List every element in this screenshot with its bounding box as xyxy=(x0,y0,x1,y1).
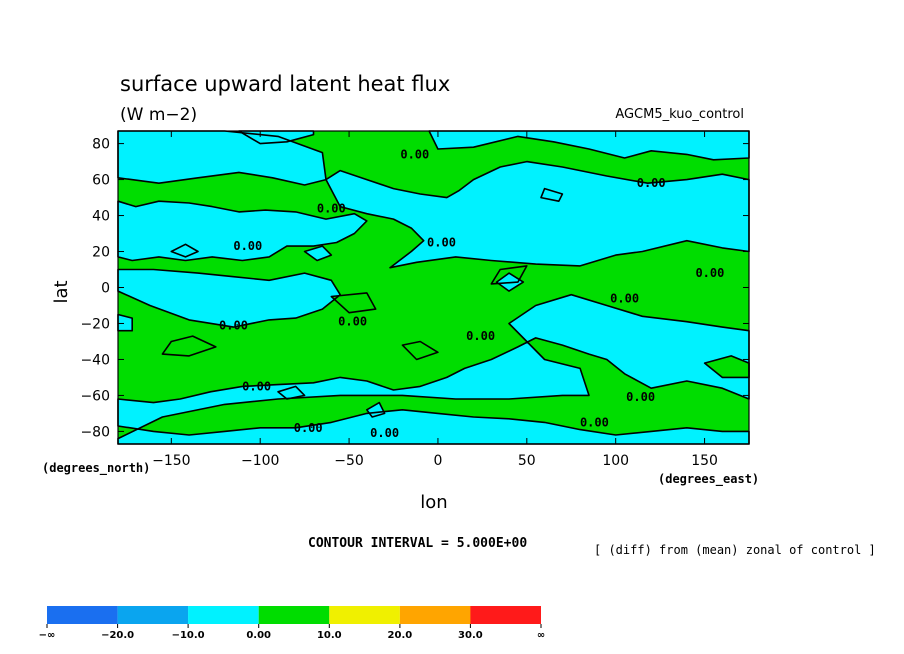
contour-label-11: 0.00 xyxy=(242,379,271,393)
contour-label-3: 0.00 xyxy=(317,201,346,215)
y-tick-label-9: 80 xyxy=(92,137,110,153)
colorbar: −∞ −20.0 −10.0 0.00 10.0 20.0 30.0 ∞ xyxy=(39,606,545,641)
contour-label-2: 0.00 xyxy=(637,176,666,190)
colorbar-label-8: ∞ xyxy=(537,630,545,641)
contour-line-negative-patch-4 xyxy=(277,385,306,400)
contour-line-negative-region-1 xyxy=(117,130,327,186)
chart-units: (W m−2) xyxy=(120,105,197,125)
y-tick-label-7: 40 xyxy=(92,209,110,225)
x-tick-label-2: −100 xyxy=(241,453,279,469)
contour-label-14: 0.00 xyxy=(370,426,399,440)
negative-region-7 xyxy=(118,294,749,444)
colorbar-swatch-5 xyxy=(329,606,400,624)
contour-label-5: 0.00 xyxy=(233,239,262,253)
contour-line-positive-region-2 xyxy=(401,340,439,361)
contour-line-negative-patch-3 xyxy=(495,272,525,292)
y-axis: −80 −60 −40 −20 0 20 40 60 80 xyxy=(80,137,749,440)
negative-region-6 xyxy=(326,161,749,268)
x-axis-label: lon xyxy=(420,492,447,513)
plot-area: 0.00 0.00 0.00 0.00 0.00 0.00 0.00 0.00 0.00 0.00… xyxy=(117,130,750,445)
y-tick-label-4: −20 xyxy=(80,316,110,332)
colorbar-swatch-3 xyxy=(188,606,259,624)
contour-label-12: 0.00 xyxy=(626,390,655,404)
negative-region-1 xyxy=(118,131,326,185)
x-tick-label-7: 150 xyxy=(691,453,718,469)
y-axis-unit-label: (degrees_north) xyxy=(42,461,150,476)
y-tick-label-1: −80 xyxy=(80,424,110,440)
x-tick-label-1: −150 xyxy=(152,453,190,469)
run-label: AGCM5_kuo_control xyxy=(615,107,744,122)
contour-line-negative-region-5 xyxy=(117,268,341,328)
colorbar-swatch-1 xyxy=(47,606,118,624)
contour-line-negative-patch-1 xyxy=(170,243,199,258)
colorbar-swatch-6 xyxy=(399,606,471,624)
contour-line-negative-region-4 xyxy=(117,200,368,262)
contour-line-positive-region-3 xyxy=(490,265,528,285)
y-tick-label-3: −40 xyxy=(80,352,110,368)
contour-line-positive-region-1 xyxy=(161,335,217,357)
contour-label-15: 0.00 xyxy=(580,415,609,429)
contour-label-10: 0.00 xyxy=(466,329,495,343)
positive-region-4 xyxy=(331,292,376,313)
colorbar-label-2: −20.0 xyxy=(101,630,134,641)
contour-labels: 0.00 0.00 0.00 0.00 0.00 0.00 0.00 0.00 0.00 0.00… xyxy=(219,147,724,440)
contour-line-negative-patch-2 xyxy=(303,245,333,262)
x-axis-unit-label: (degrees_east) xyxy=(658,472,759,487)
negative-patch-6 xyxy=(118,314,133,331)
colorbar-label-7: 30.0 xyxy=(458,630,483,641)
colorbar-label-4: 0.00 xyxy=(246,630,271,641)
y-tick-label-6: 20 xyxy=(92,245,110,261)
contour-label-1: 0.00 xyxy=(400,147,429,161)
x-axis: −150 −100 −50 0 50 100 150 xyxy=(152,131,718,469)
contour-line-positive-region-4 xyxy=(330,292,377,314)
contour-label-9: 0.00 xyxy=(338,315,367,329)
y-tick-label-8: 60 xyxy=(92,173,110,189)
x-tick-label-6: 100 xyxy=(602,453,629,469)
chart-title: surface upward latent heat flux xyxy=(120,72,450,96)
contour-label-7: 0.00 xyxy=(610,291,639,305)
contour-line-negative-patch-5 xyxy=(366,401,386,418)
contour-label-4: 0.00 xyxy=(427,236,456,250)
contour-line-negative-patch-7 xyxy=(540,187,564,202)
colorbar-swatch-2 xyxy=(117,606,189,624)
contour-interval-text: CONTOUR INTERVAL = 5.000E+00 xyxy=(308,536,527,551)
colorbar-swatch-7 xyxy=(470,606,541,624)
x-tick-label-5: 50 xyxy=(518,453,536,469)
contour-line-negative-region-6 xyxy=(325,160,750,269)
negative-region-5 xyxy=(118,269,341,328)
x-tick-label-3: −50 xyxy=(334,453,364,469)
colorbar-label-5: 10.0 xyxy=(317,630,342,641)
contour-label-6: 0.00 xyxy=(695,266,724,280)
diff-note: [ (diff) from (mean) zonal of control ] xyxy=(594,543,876,557)
x-tick-label-4: 0 xyxy=(433,453,442,469)
colorbar-label-3: −10.0 xyxy=(172,630,205,641)
y-axis-label: lat xyxy=(51,280,72,303)
contour-label-8: 0.00 xyxy=(219,318,248,332)
colorbar-label-6: 20.0 xyxy=(388,630,413,641)
contour-label-13: 0.00 xyxy=(294,421,323,435)
colorbar-label-1: −∞ xyxy=(39,630,56,641)
y-tick-label-2: −60 xyxy=(80,388,110,404)
colorbar-swatch-4 xyxy=(258,606,330,624)
y-tick-label-5: 0 xyxy=(101,281,110,297)
